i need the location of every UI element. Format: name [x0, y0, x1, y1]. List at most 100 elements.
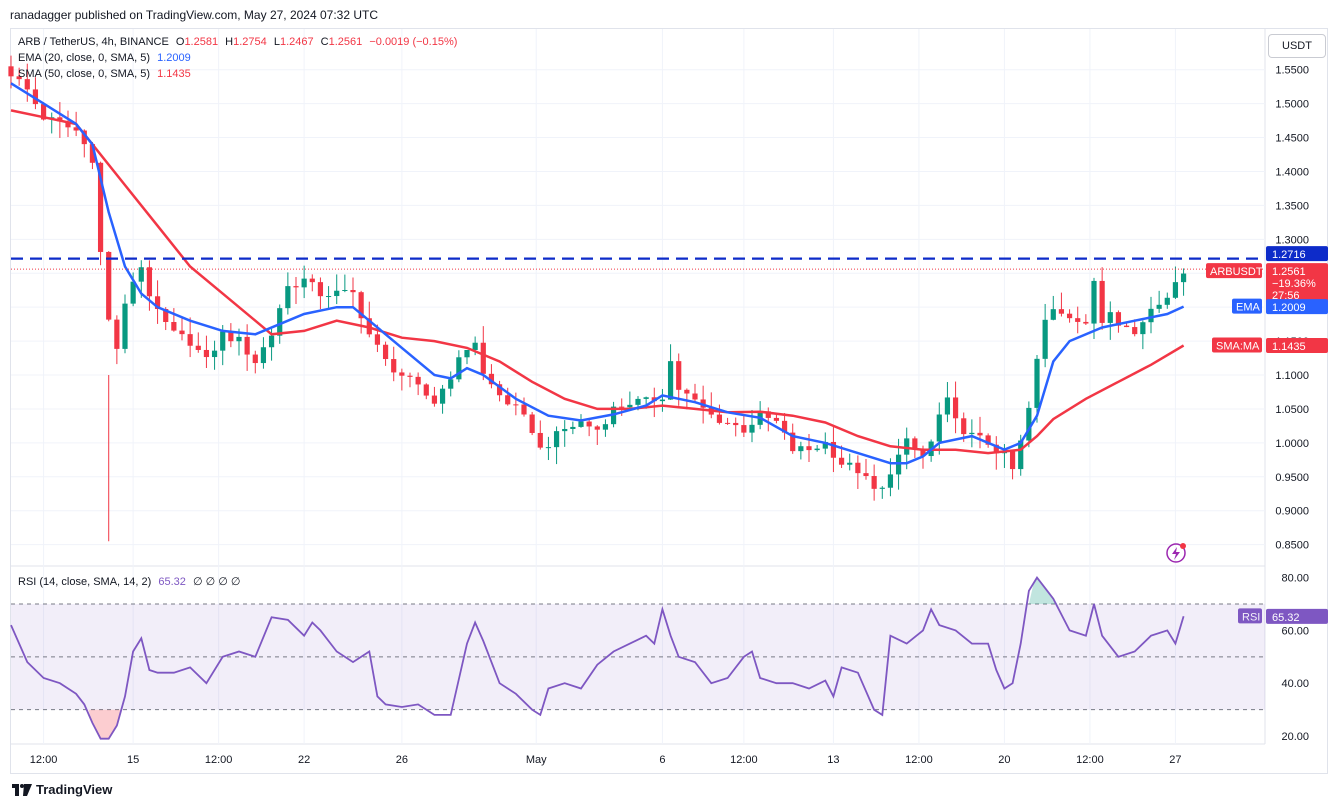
sma-name-tag: SMA:MA — [1212, 337, 1262, 353]
candle-body — [1075, 318, 1081, 322]
time-tick-label: 12:00 — [30, 754, 58, 766]
rsi-tick-label: 40.00 — [1281, 678, 1309, 690]
candle-body — [505, 395, 511, 405]
candle — [1034, 355, 1040, 423]
time-tick-label: May — [526, 754, 547, 766]
arbusdt-name-tag-bg — [1206, 263, 1262, 279]
legend-rsi-value: 65.32 — [158, 576, 186, 588]
candle-body — [146, 267, 153, 297]
candle-body — [236, 336, 242, 342]
candle — [1115, 310, 1122, 333]
candle-body — [1132, 327, 1138, 335]
candle — [847, 453, 853, 471]
last-price-tag-bg — [1266, 263, 1328, 304]
candle-body — [163, 309, 169, 323]
candle — [1091, 277, 1097, 340]
candle-body — [252, 354, 258, 364]
legend-sma-label: SMA (50, close, 0, SMA, 5) — [18, 68, 151, 80]
candle — [985, 433, 991, 448]
candle-body — [97, 162, 104, 252]
time-tick-label: 12:00 — [1076, 754, 1104, 766]
candle-body — [1066, 313, 1073, 319]
candles — [8, 55, 1187, 501]
price-tick-label: 1.4500 — [1275, 133, 1309, 145]
candle — [708, 392, 714, 419]
time-tick-label: 22 — [298, 754, 310, 766]
candle-body — [944, 397, 951, 415]
candle — [830, 426, 837, 473]
time-tick-label: 12:00 — [905, 754, 933, 766]
rsi-value-tag-bg — [1266, 608, 1328, 624]
candle — [1083, 314, 1089, 326]
legend-ema: EMA (20, close, 0, SMA, 5) 1.2009 — [18, 52, 191, 64]
time-tick-label: 13 — [827, 754, 839, 766]
candle-body — [855, 462, 861, 474]
price-axis: 1.5500 1.5000 1.4500 1.4000 1.3500 1.3000 1.25… — [11, 65, 1309, 552]
candle — [301, 265, 307, 299]
resistance-price-tag-text: 1.2716 — [1272, 249, 1306, 261]
candle-body — [203, 349, 210, 358]
candle — [293, 276, 299, 305]
candle-body — [114, 319, 120, 349]
candle — [423, 383, 429, 400]
candle — [749, 409, 755, 443]
candle — [154, 280, 161, 324]
candle-body — [439, 388, 446, 404]
legend-low: 1.2467 — [279, 36, 314, 48]
alert-icon-bolt — [1172, 547, 1180, 560]
candle — [684, 388, 690, 410]
candle-body — [431, 395, 438, 404]
candle-body — [73, 127, 79, 131]
candle — [16, 67, 22, 86]
candle-body — [1083, 321, 1089, 324]
candle-body — [1026, 407, 1032, 441]
candle — [1156, 290, 1162, 313]
candle-body — [684, 389, 690, 394]
legend-high-label: H — [225, 36, 234, 48]
price-tick-label: 0.9000 — [1275, 506, 1309, 518]
candle — [977, 416, 983, 449]
candle — [513, 392, 519, 416]
candle — [602, 419, 609, 437]
candle-body — [1009, 451, 1016, 470]
candle-body — [309, 278, 315, 283]
candle-body — [602, 424, 609, 430]
candle — [952, 381, 959, 434]
candle-body — [65, 121, 71, 128]
last-price-tag-text: −19.36% — [1272, 278, 1316, 290]
legend-close: 1.2561 — [328, 36, 363, 48]
price-tick-label: 1.0500 — [1275, 404, 1309, 416]
candle — [488, 364, 495, 389]
time-tick-label: 12:00 — [730, 754, 758, 766]
candle-body — [130, 281, 136, 304]
candle — [887, 458, 894, 497]
candle — [1123, 323, 1130, 328]
candle-body — [741, 425, 747, 433]
candle-body — [765, 411, 771, 418]
legend-low-label: L — [273, 36, 280, 48]
rsi-name-tag: RSI — [1238, 608, 1262, 624]
candle — [814, 445, 820, 452]
candle-body — [1107, 312, 1113, 323]
candle — [252, 350, 258, 374]
candle — [944, 382, 951, 423]
candle-body — [220, 331, 226, 351]
candle — [24, 63, 30, 102]
legend-open-label: O — [175, 36, 185, 48]
candle-body — [586, 421, 592, 427]
price-tick-label: 0.8500 — [1275, 540, 1309, 552]
candle-body — [334, 290, 340, 297]
chart-frame[interactable] — [10, 28, 1328, 774]
candle-body — [920, 448, 926, 457]
currency-button[interactable]: USDT — [1268, 34, 1326, 58]
candle-body — [179, 330, 185, 335]
tradingview-brand[interactable]: TradingView — [12, 782, 112, 797]
candle-body — [171, 322, 177, 331]
time-axis: 12:00 15 12:00 22 26 May 6 12:00 13 12:00 20 12:00 2… — [30, 29, 1182, 766]
candle-body — [1018, 440, 1024, 470]
candle-body — [887, 474, 894, 488]
candle-body — [692, 393, 698, 400]
candle — [676, 353, 682, 406]
legend-symbol: ARB / TetherUS, 4h, BINANCE — [18, 36, 169, 48]
